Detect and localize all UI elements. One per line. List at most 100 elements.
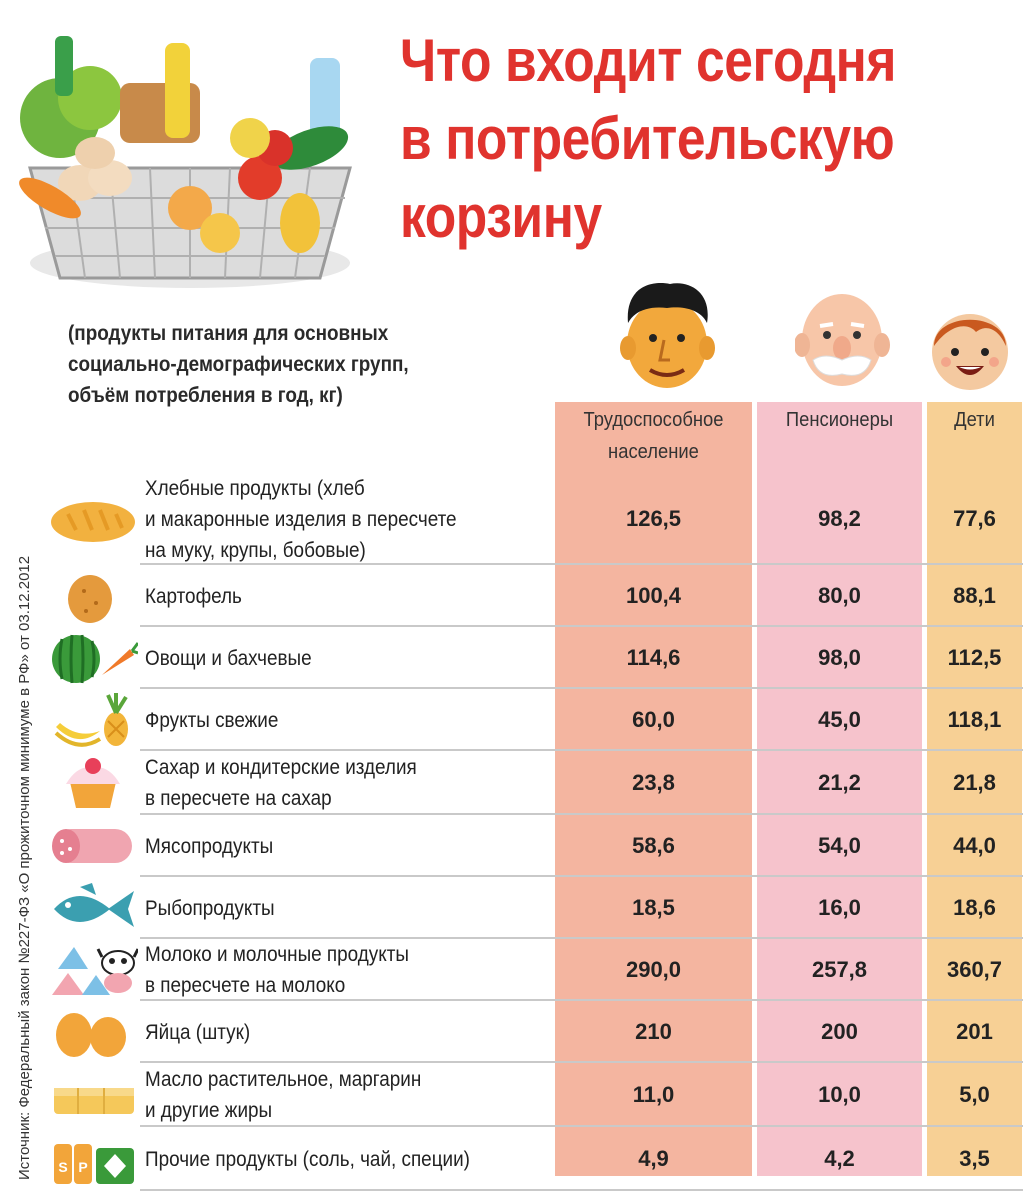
row-label-text: Мясопродукты — [145, 834, 274, 858]
sausage-icon — [48, 819, 138, 873]
title-line-1: Что входит сегодня — [400, 27, 897, 94]
row-divider — [140, 875, 1023, 877]
value-pensioners: 45,0 — [818, 707, 861, 732]
row-divider — [140, 937, 1023, 939]
grocery-basket-image — [19, 36, 352, 288]
page-title: Что входит сегодня в потребительскую кор… — [400, 22, 938, 256]
value-working: 210 — [635, 1019, 672, 1044]
row-label-text: Рыбопродукты — [145, 896, 275, 920]
value-children: 5,0 — [959, 1082, 990, 1107]
value-children: 44,0 — [953, 833, 996, 858]
column-children-bg — [927, 402, 1022, 1176]
pepper-letter: P — [78, 1159, 87, 1175]
value-working: 114,6 — [626, 645, 681, 670]
value-children: 77,6 — [953, 506, 996, 531]
table-row: Рыбопродукты 18,5 16,0 18,6 — [0, 878, 1033, 939]
value-pensioners: 54,0 — [818, 833, 861, 858]
value-working: 4,9 — [638, 1146, 669, 1171]
column-header-working: Трудоспособное население — [583, 409, 724, 463]
value-working: 126,5 — [625, 506, 682, 531]
row-label: Сахар и кондитерские изделия в пересчете… — [145, 752, 545, 814]
table-row: Яйца (штук) 210 200 201 — [0, 1002, 1033, 1063]
row-label: Прочие продукты (соль, чай, специи) — [145, 1128, 545, 1190]
child-face-icon — [932, 314, 1008, 390]
row-divider — [140, 625, 1023, 627]
value-children: 360,7 — [946, 957, 1003, 982]
row-label-text: Овощи и бахчевые — [145, 646, 312, 670]
row-label: Молоко и молочные продукты в пересчете н… — [145, 940, 545, 1000]
subtitle: (продукты питания для основных социально… — [68, 318, 491, 411]
salt-letter: S — [58, 1159, 67, 1175]
table-row: Фрукты свежие 60,0 45,0 118,1 — [0, 690, 1033, 751]
table-row: Картофель 100,4 80,0 88,1 — [0, 566, 1033, 627]
row-label: Хлебные продукты (хлеб и макаронные изде… — [145, 474, 545, 564]
pensioner-face-icon — [795, 294, 890, 386]
value-children: 18,6 — [953, 895, 996, 920]
row-label: Масло растительное, маргарин и другие жи… — [145, 1064, 545, 1126]
row-divider — [140, 1061, 1023, 1063]
table-row: Сахар и кондитерские изделия в пересчете… — [0, 752, 1033, 815]
row-divider — [140, 687, 1023, 689]
row-divider — [140, 1125, 1023, 1127]
value-pensioners: 16,0 — [818, 895, 861, 920]
butter-icon — [48, 1068, 138, 1122]
bread-icon — [48, 492, 138, 546]
row-divider — [140, 749, 1023, 751]
value-pensioners: 200 — [821, 1019, 858, 1044]
table-row: S P Прочие продукты (соль, чай, специи) 4,9… — [0, 1128, 1033, 1191]
value-children: 88,1 — [953, 583, 996, 608]
subtitle-line-3: объём потребления в год, кг) — [68, 384, 343, 407]
fish-icon — [48, 881, 138, 935]
table-row: Овощи и бахчевые 114,6 98,0 112,5 — [0, 628, 1033, 689]
row-label-text: Яйца (штук) — [145, 1020, 251, 1044]
value-pensioners: 98,0 — [818, 645, 861, 670]
row-label-text: Хлебные продукты (хлеб и макаронные изде… — [145, 476, 457, 562]
row-label-text: Молоко и молочные продукты в пересчете н… — [145, 943, 409, 997]
column-pensioners-bg — [757, 402, 922, 1176]
value-pensioners: 4,2 — [824, 1146, 855, 1171]
title-line-3: корзину — [400, 183, 602, 250]
title-line-2: в потребительскую — [400, 105, 895, 172]
table-row: Мясопродукты 58,6 54,0 44,0 — [0, 816, 1033, 877]
column-header-children: Дети — [954, 409, 995, 431]
value-pensioners: 98,2 — [818, 506, 861, 531]
row-label: Фрукты свежие — [145, 690, 545, 750]
cheese-cow-icon — [48, 943, 140, 997]
row-label: Яйца (штук) — [145, 1002, 545, 1062]
subtitle-line-1: (продукты питания для основных — [68, 322, 389, 345]
value-working: 11,0 — [632, 1082, 675, 1107]
value-working: 23,8 — [632, 770, 675, 795]
value-pensioners: 257,8 — [811, 957, 868, 982]
column-working-bg — [555, 402, 752, 1176]
value-children: 201 — [956, 1019, 993, 1044]
value-pensioners: 21,2 — [818, 770, 861, 795]
row-label: Овощи и бахчевые — [145, 628, 545, 688]
value-pensioners: 10,0 — [818, 1082, 861, 1107]
table-row: Масло растительное, маргарин и другие жи… — [0, 1064, 1033, 1127]
row-divider — [140, 999, 1023, 1001]
row-divider — [140, 813, 1023, 815]
cupcake-icon — [48, 756, 138, 810]
value-working: 58,6 — [632, 833, 675, 858]
value-working: 60,0 — [632, 707, 675, 732]
eggs-icon — [48, 1005, 138, 1059]
row-label-text: Масло растительное, маргарин и другие жи… — [145, 1068, 422, 1122]
row-label-text: Сахар и кондитерские изделия в пересчете… — [145, 756, 417, 810]
row-label: Мясопродукты — [145, 816, 545, 876]
table-row: Хлебные продукты (хлеб и макаронные изде… — [0, 474, 1033, 565]
row-label: Картофель — [145, 566, 545, 626]
working-adult-face-icon — [620, 283, 715, 388]
row-label: Рыбопродукты — [145, 878, 545, 938]
potato-icon — [48, 569, 138, 623]
row-label-text: Картофель — [145, 584, 242, 608]
row-label-text: Прочие продукты (соль, чай, специи) — [145, 1147, 470, 1171]
column-header-pensioners: Пенсионеры — [785, 409, 894, 431]
row-divider — [140, 563, 1023, 565]
banana-pineapple-icon — [48, 693, 138, 747]
value-children: 112,5 — [947, 645, 1002, 670]
value-children: 21,8 — [953, 770, 996, 795]
subtitle-line-2: социально-демографических групп, — [68, 353, 409, 376]
value-working: 100,4 — [625, 583, 682, 608]
value-children: 3,5 — [959, 1146, 990, 1171]
